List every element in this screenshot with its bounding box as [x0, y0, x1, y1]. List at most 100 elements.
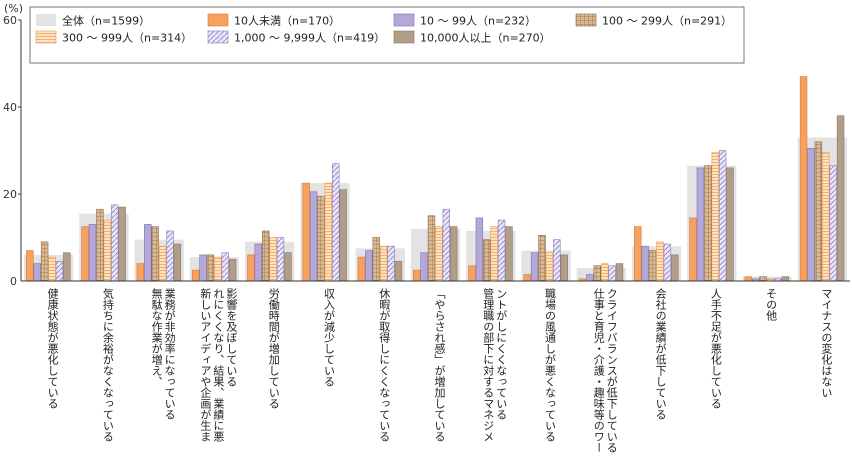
y-tick-label: 60	[3, 14, 17, 27]
series-bar	[173, 243, 182, 282]
legend-swatch	[393, 13, 415, 27]
series-bar	[814, 141, 823, 282]
category-label: 無駄な作業が増え、	[150, 287, 163, 387]
series-bar	[81, 226, 89, 282]
series-bar	[40, 241, 49, 282]
legend-label: 300 ～ 999人（n=314）	[62, 32, 192, 45]
series-bar	[553, 239, 561, 282]
legend-label: 1,000 ～ 9,999人（n=419）	[234, 32, 385, 45]
category-label: 気持ちに余裕がなくなっている	[101, 287, 114, 442]
category-label: 会社の業績が低下している	[654, 288, 667, 420]
category-label: クライフバランスが低下している	[605, 288, 618, 453]
series-bar	[641, 245, 649, 282]
y-axis-unit: (%)	[4, 2, 23, 15]
series-bar	[33, 263, 41, 282]
legend: 全体（n=1599） 10人未満（n=170） 10 ～ 99人（n=232） 100…	[29, 6, 745, 64]
series-bar	[663, 243, 672, 282]
category-labels: 健康状態が悪化している 気持ちに余裕がなくなっている 無駄な作業が増え、 業務が非効率…	[46, 287, 833, 453]
series-bar	[372, 237, 380, 282]
legend-label: 100 ～ 299人（n=291）	[602, 15, 732, 28]
series-bar	[302, 182, 310, 282]
category-label: 休暇が取得しにくくなっている	[378, 288, 391, 442]
category-label: 職場の風通しが悪くなっている	[544, 288, 557, 442]
legend-label: 10 ～ 99人（n=232）	[420, 15, 536, 28]
series-bar	[648, 250, 657, 282]
series-bar	[718, 150, 727, 282]
legend-label: 全体（n=1599）	[62, 14, 150, 28]
category-label: 仕事と育児・介護・趣味等のワー	[592, 288, 605, 453]
series-bar	[379, 245, 388, 282]
series-bar	[435, 226, 443, 282]
series-bars	[26, 76, 845, 282]
series-bar	[151, 226, 159, 282]
series-bar	[269, 237, 277, 282]
series-bar	[615, 263, 624, 282]
legend-label: 10人未満（n=170）	[234, 15, 340, 28]
series-bar	[560, 254, 568, 282]
series-bar	[394, 261, 403, 282]
category-label: 新しいアイディアや企画が生ま	[199, 287, 212, 442]
series-bar	[144, 224, 152, 282]
series-bar	[63, 252, 71, 282]
series-bar	[332, 163, 340, 282]
legend-swatch	[36, 14, 56, 26]
series-bar	[822, 152, 830, 282]
series-bar	[671, 254, 679, 282]
series-bar	[449, 226, 458, 282]
series-bar	[309, 191, 318, 282]
series-bar	[199, 254, 207, 282]
y-tick-label: 40	[3, 101, 17, 114]
series-bar	[807, 148, 815, 282]
series-bar	[276, 237, 285, 282]
series-bar	[324, 182, 333, 282]
series-bar	[48, 256, 56, 282]
series-bar	[530, 252, 539, 282]
series-bar	[545, 252, 554, 282]
series-bar	[103, 219, 112, 282]
legend-swatch	[393, 30, 415, 44]
series-bar	[744, 276, 753, 282]
series-bar	[357, 256, 366, 282]
series-bar	[505, 226, 513, 282]
category-label: 業務が非効率になっている	[163, 288, 176, 420]
series-bar	[600, 263, 609, 282]
category-label: 収入が減少している	[322, 288, 335, 387]
category-label: 管理職の部下に対するマネジメ	[482, 287, 495, 442]
series-bar	[593, 265, 602, 282]
y-tick-label: 0	[10, 275, 17, 288]
series-bar	[490, 226, 498, 282]
series-bar	[317, 195, 325, 282]
series-bar	[656, 241, 664, 282]
series-bar	[711, 152, 719, 282]
series-bar	[26, 250, 34, 282]
category-label: マイナスの変化はない	[820, 288, 833, 398]
series-bar	[88, 224, 97, 282]
series-bar	[221, 252, 229, 282]
series-bar	[254, 243, 262, 282]
series-bar	[538, 235, 546, 282]
series-bar	[829, 165, 837, 282]
legend-swatch	[35, 30, 57, 44]
series-bar	[214, 256, 222, 282]
category-label: その他	[765, 288, 778, 321]
series-bar	[799, 76, 808, 282]
series-bar	[261, 230, 270, 282]
series-bar	[228, 258, 237, 282]
series-bar	[586, 274, 594, 282]
series-bar	[634, 226, 642, 282]
y-axis-ticks: 0 20 40 60	[3, 14, 21, 288]
series-bar	[420, 252, 428, 282]
series-bar	[759, 276, 767, 282]
series-bar	[247, 254, 255, 282]
series-bar	[365, 250, 373, 282]
series-bar	[836, 115, 845, 282]
category-label: 健康状態が悪化している	[46, 288, 59, 409]
category-label: 影響を及ぼしている	[225, 288, 238, 387]
legend-swatch	[575, 13, 597, 27]
series-bar	[158, 245, 167, 282]
category-label: 人手不足が悪化している	[709, 288, 722, 409]
series-bar	[339, 189, 347, 282]
category-label: れにくくなり、結果、業績に悪	[212, 288, 225, 442]
series-bar	[136, 263, 145, 282]
